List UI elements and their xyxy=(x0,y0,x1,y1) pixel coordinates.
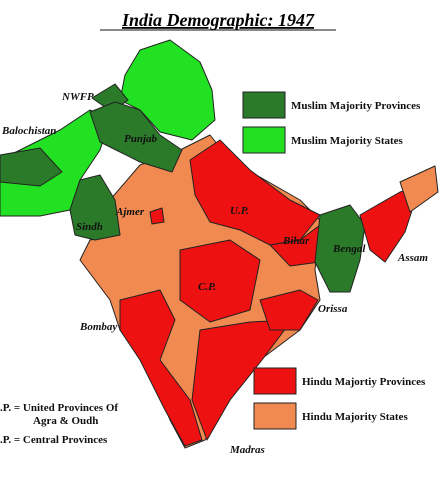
region-label: Balochistan xyxy=(1,125,56,137)
note: C.P. = Central Provinces xyxy=(0,434,108,446)
legend: Muslim Majority Provinces Muslim Majorit… xyxy=(242,91,426,430)
map-title: India Demographic: 1947 xyxy=(121,10,315,30)
assam xyxy=(359,185,421,263)
region-label: Bengal xyxy=(332,243,366,255)
map xyxy=(0,39,439,449)
note: U.P. = United Provinces Of xyxy=(0,402,118,414)
madras xyxy=(191,319,293,441)
orissa xyxy=(259,289,319,331)
note: Agra & Oudh xyxy=(33,415,98,427)
bengal xyxy=(314,204,366,293)
region-label: Ajmer xyxy=(115,206,145,218)
region-label: Bihar xyxy=(282,235,310,247)
region-label: U.P. xyxy=(230,205,249,217)
region-label: Assam xyxy=(397,252,428,264)
legend-swatch xyxy=(253,367,297,395)
ajmer xyxy=(149,207,165,225)
legend-label: Hindu Majortiy Provinces xyxy=(302,376,426,388)
balochistan-province xyxy=(0,147,63,187)
legend-swatch xyxy=(242,91,286,119)
region-label: NWFP xyxy=(61,91,94,103)
region-label: Punjab xyxy=(124,133,158,145)
region-label: Orissa xyxy=(318,303,348,315)
legend-swatch xyxy=(242,126,286,154)
cp xyxy=(179,239,261,323)
legend-swatch xyxy=(253,402,297,430)
notes: U.P. = United Provinces Of Agra & Oudh C… xyxy=(0,402,118,446)
legend-label: Muslim Majority Provinces xyxy=(291,100,421,112)
region-label: C.P. xyxy=(198,281,216,293)
legend-label: Muslim Majority States xyxy=(291,135,404,147)
region-labels: NWFP Balochistan Punjab Sindh Ajmer U.P.… xyxy=(1,91,428,456)
region-label: Bombay xyxy=(79,321,117,333)
region-label: Sindh xyxy=(76,221,103,233)
region-label: Madras xyxy=(229,444,265,456)
legend-label: Hindu Majority States xyxy=(302,411,408,423)
punjab xyxy=(89,101,183,173)
sindh xyxy=(69,174,121,241)
kashmir xyxy=(119,39,216,141)
bombay xyxy=(119,289,203,447)
balochistan xyxy=(0,109,111,217)
assam-states xyxy=(399,165,439,213)
